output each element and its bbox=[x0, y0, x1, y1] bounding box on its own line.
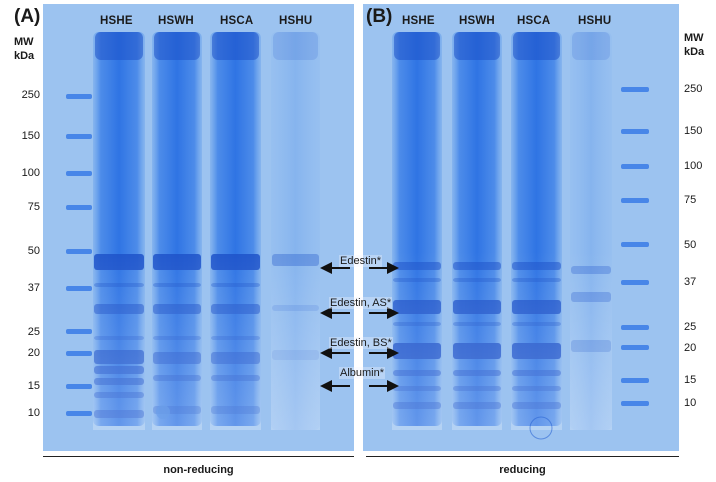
arrow-left-1-head bbox=[320, 262, 332, 274]
panel-a-mw-header: MW kDa bbox=[14, 35, 34, 63]
bubble-artifact bbox=[529, 416, 553, 440]
panel-b-ladder-band-6 bbox=[621, 280, 649, 285]
panel-a-ladder-band-4 bbox=[66, 205, 92, 210]
panel-a-marker-10: 10 bbox=[27, 407, 40, 419]
panel-b-ladder-band-2 bbox=[621, 129, 649, 134]
panel-b-marker-15: 15 bbox=[684, 374, 697, 386]
annotation-edestin-as: Edestin, AS* bbox=[329, 297, 393, 309]
panel-b-mw-unit: kDa bbox=[684, 46, 705, 58]
panel-b-marker-37: 37 bbox=[684, 276, 697, 288]
panel-a-lane-3-label: HSCA bbox=[220, 15, 254, 27]
panel-b-marker-25: 25 bbox=[684, 321, 697, 333]
panel-b-ladder-band-8 bbox=[621, 345, 649, 350]
panel-b-marker-250: 250 bbox=[684, 83, 703, 95]
panel-b-marker-50: 50 bbox=[684, 239, 697, 251]
lane-fade-1 bbox=[93, 32, 145, 430]
panel-a-lane-2-label: HSWH bbox=[158, 15, 194, 27]
panel-a-marker-100: 100 bbox=[21, 167, 40, 179]
panel-b-condition: reducing bbox=[499, 464, 546, 476]
panel-a-ladder-band-7 bbox=[66, 329, 92, 334]
panel-a-condition: non-reducing bbox=[163, 464, 234, 476]
panel-a-marker-250: 250 bbox=[21, 89, 40, 101]
lane-fade-3 bbox=[210, 32, 261, 430]
panel-a-baseline bbox=[43, 456, 354, 458]
panel-a-marker-50: 50 bbox=[27, 245, 40, 257]
arrow-right-4-head bbox=[387, 380, 399, 392]
panel-b-marker-100: 100 bbox=[684, 160, 703, 172]
panel-b-mw-header: MW kDa bbox=[684, 31, 704, 59]
lane-fade-4 bbox=[271, 32, 320, 430]
bubble-artifact-small bbox=[156, 405, 170, 419]
panel-a-ladder-band-2 bbox=[66, 134, 92, 139]
panel-a-ladder-band-8 bbox=[66, 351, 92, 356]
lane-fade-6 bbox=[452, 32, 502, 430]
panel-a-ladder-band-6 bbox=[66, 286, 92, 291]
panel-a-marker-37: 37 bbox=[27, 282, 40, 294]
panel-a-marker-75: 75 bbox=[27, 201, 40, 213]
arrow-left-3-head bbox=[320, 347, 332, 359]
panel-a-lane-4-label: HSHU bbox=[279, 15, 313, 27]
panel-b-ladder-band-9 bbox=[621, 378, 649, 383]
panel-a-mw-unit: kDa bbox=[14, 50, 35, 62]
arrow-right-1-head bbox=[387, 262, 399, 274]
panel-b-ladder-band-10 bbox=[621, 401, 649, 406]
panel-a-lane-1-label: HSHE bbox=[100, 15, 133, 27]
panel-b-label: (B) bbox=[366, 6, 393, 27]
lane-fade-5 bbox=[392, 32, 442, 430]
annotation-edestin: Edestin* bbox=[339, 255, 382, 267]
lane-fade-2 bbox=[152, 32, 202, 430]
lane-fade-8 bbox=[570, 32, 612, 430]
panel-b-marker-75: 75 bbox=[684, 194, 697, 206]
arrow-right-2-head bbox=[387, 307, 399, 319]
panel-b-lane-4-label: HSHU bbox=[578, 15, 612, 27]
arrow-left-4-head bbox=[320, 380, 332, 392]
panel-b-lane-2-label: HSWH bbox=[459, 15, 495, 27]
panel-b-ladder-band-4 bbox=[621, 198, 649, 203]
panel-b-marker-150: 150 bbox=[684, 125, 703, 137]
panel-a-ladder-band-10 bbox=[66, 411, 92, 416]
panel-b-baseline bbox=[366, 456, 679, 458]
panel-b-lane-1-label: HSHE bbox=[402, 15, 435, 27]
panel-a-label: (A) bbox=[14, 6, 41, 27]
arrow-left-2-head bbox=[320, 307, 332, 319]
panel-a-ladder-band-3 bbox=[66, 171, 92, 176]
panel-b-ladder-band-5 bbox=[621, 242, 649, 247]
panel-a-mw-title: MW bbox=[14, 36, 34, 48]
panel-a-ladder-band-1 bbox=[66, 94, 92, 99]
panel-b-marker-10: 10 bbox=[684, 397, 697, 409]
panel-b-lane-3-label: HSCA bbox=[517, 15, 551, 27]
panel-b-marker-20: 20 bbox=[684, 342, 697, 354]
annotation-edestin-bs: Edestin, BS* bbox=[329, 337, 393, 349]
panel-a-ladder-band-9 bbox=[66, 384, 92, 389]
panel-a-marker-25: 25 bbox=[27, 326, 40, 338]
arrow-right-3-head bbox=[387, 347, 399, 359]
panel-a-marker-150: 150 bbox=[21, 130, 40, 142]
panel-a-marker-20: 20 bbox=[27, 347, 40, 359]
panel-a-marker-15: 15 bbox=[27, 380, 40, 392]
panel-b-ladder-band-1 bbox=[621, 87, 649, 92]
panel-b-ladder-band-7 bbox=[621, 325, 649, 330]
panel-b-mw-title: MW bbox=[684, 32, 704, 44]
lane-fade-7 bbox=[511, 32, 562, 430]
panel-a-ladder-band-5 bbox=[66, 249, 92, 254]
annotation-albumin: Albumin* bbox=[339, 367, 386, 379]
panel-b-ladder-band-3 bbox=[621, 164, 649, 169]
